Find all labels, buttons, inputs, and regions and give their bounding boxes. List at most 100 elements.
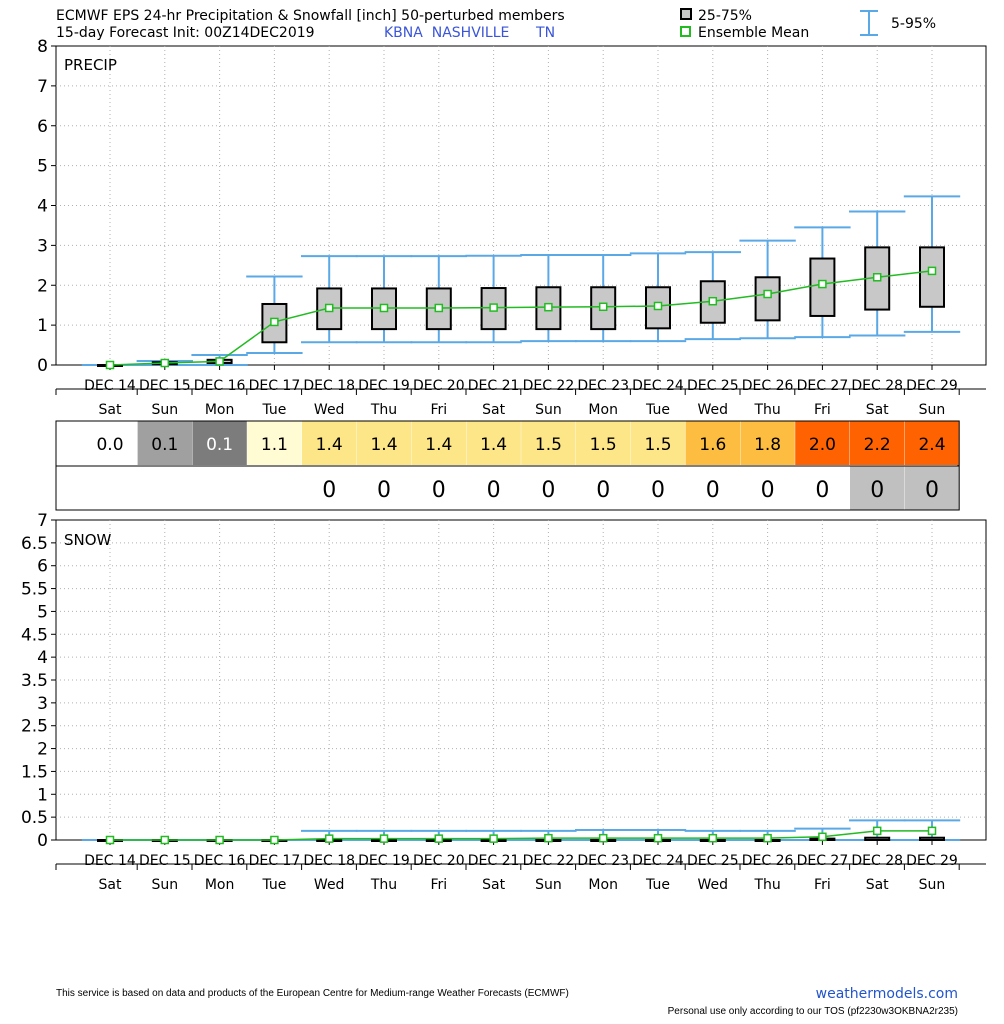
y-tick-label: 0.5 (21, 808, 48, 828)
y-tick-label: 0 (37, 356, 48, 376)
precip-cell-value: 2.2 (864, 435, 891, 455)
x-date-label: DEC 20 (413, 378, 465, 394)
precip-cell-value: 1.4 (316, 435, 343, 455)
x-weekday-label: Sun (151, 402, 178, 418)
y-tick-label: 3.5 (21, 671, 48, 691)
precip-cell (795, 421, 850, 465)
mean-marker (818, 279, 827, 289)
y-tick-label: 6 (37, 117, 48, 137)
mean-marker (927, 826, 937, 836)
x-weekday-label: Mon (588, 402, 618, 418)
y-tick-label: 1 (37, 785, 48, 805)
snow-cell (795, 466, 850, 510)
y-tick-label: 4 (37, 197, 48, 217)
x-date-label: DEC 15 (139, 853, 191, 869)
snow-cell (850, 466, 905, 510)
x-date-label: DEC 23 (577, 853, 629, 869)
y-tick-label: 3 (37, 236, 48, 256)
precip-cell-value: 1.5 (535, 435, 562, 455)
x-date-label: DEC 27 (797, 853, 849, 869)
x-weekday-label: Wed (698, 402, 729, 418)
snow-cell-value: 0 (487, 478, 501, 503)
x-date-label: DEC 18 (303, 853, 355, 869)
snow-cell (685, 466, 740, 510)
x-weekday-label: Mon (205, 877, 235, 893)
x-weekday-label: Sat (866, 877, 889, 893)
precip-cell (630, 421, 686, 465)
snow-cell (576, 466, 631, 510)
iqr-box (754, 276, 781, 322)
mean-marker (818, 832, 827, 842)
precip-cell (302, 421, 357, 465)
footer-disclaimer: This service is based on data and produc… (56, 988, 569, 999)
mean-marker (872, 273, 882, 282)
y-tick-label: 7 (37, 511, 48, 531)
x-weekday-label: Sat (99, 877, 122, 893)
precip-cell-value: 1.5 (644, 435, 671, 455)
mean-marker (215, 357, 224, 366)
x-date-label: DEC 19 (358, 378, 410, 394)
x-date-label: DEC 28 (851, 853, 903, 869)
legend-mean-label: Ensemble Mean (698, 25, 809, 41)
x-weekday-label: Wed (698, 877, 729, 893)
precip-cell (576, 421, 631, 465)
iqr-box (535, 286, 562, 331)
x-date-label: DEC 25 (687, 853, 739, 869)
x-weekday-label: Tue (645, 877, 670, 893)
precip-cell-value: 1.1 (261, 435, 288, 455)
y-tick-label: 3 (37, 694, 48, 714)
x-weekday-label: Sat (99, 402, 122, 418)
x-weekday-label: Sun (919, 402, 946, 418)
snow-cell-value: 0 (815, 478, 829, 503)
iqr-box (480, 287, 507, 331)
precip-cell (137, 421, 192, 465)
precip-cell (521, 421, 576, 465)
x-weekday-label: Sat (866, 402, 889, 418)
x-date-label: DEC 29 (906, 378, 958, 394)
x-date-label: DEC 24 (632, 378, 684, 394)
precip-cell-value: 0.0 (96, 435, 123, 455)
x-date-label: DEC 27 (797, 378, 849, 394)
x-weekday-label: Fri (430, 877, 447, 893)
x-weekday-label: Sun (535, 402, 562, 418)
snow-cell (356, 466, 412, 510)
iqr-box (864, 836, 891, 842)
mean-marker (872, 826, 882, 836)
x-weekday-label: Tue (261, 402, 286, 418)
snow-cell-value: 0 (432, 478, 446, 503)
snow-cell (247, 466, 302, 510)
mean-marker (708, 296, 718, 306)
panel-label: SNOW (64, 531, 112, 549)
y-tick-label: 7 (37, 77, 48, 97)
mean-marker (270, 317, 279, 327)
mean-marker (160, 358, 170, 368)
legend-range-icon (860, 10, 878, 36)
precip-cell-value: 1.8 (754, 435, 781, 455)
precip-cell-value: 2.0 (809, 435, 836, 455)
x-weekday-label: Wed (314, 877, 345, 893)
precip-cell (247, 421, 302, 465)
footer-brand-link[interactable]: weathermodels.com (815, 986, 958, 1002)
snow-cell (740, 466, 795, 510)
y-tick-label: 0 (37, 831, 48, 851)
precip-cell-value: 2.4 (918, 435, 945, 455)
precip-cell-value: 1.4 (425, 435, 452, 455)
x-weekday-label: Wed (314, 402, 345, 418)
mean-marker (708, 833, 718, 843)
footer-tos: Personal use only according to our TOS (… (667, 1006, 958, 1017)
y-tick-label: 5.5 (21, 580, 48, 600)
mean-marker (598, 833, 608, 843)
x-weekday-label: Thu (753, 402, 780, 418)
y-tick-label: 5 (37, 157, 48, 177)
chart-title: ECMWF EPS 24-hr Precipitation & Snowfall… (56, 8, 565, 24)
snow-cell (521, 466, 576, 510)
mean-marker (324, 303, 334, 313)
precip-cell (192, 421, 247, 465)
x-weekday-label: Mon (588, 877, 618, 893)
y-tick-label: 2 (37, 740, 48, 760)
snow-cell-value: 0 (925, 478, 939, 503)
x-date-label: DEC 14 (84, 853, 136, 869)
mean-marker (434, 834, 444, 843)
y-tick-label: 6 (37, 557, 48, 577)
iqr-box (809, 257, 836, 317)
